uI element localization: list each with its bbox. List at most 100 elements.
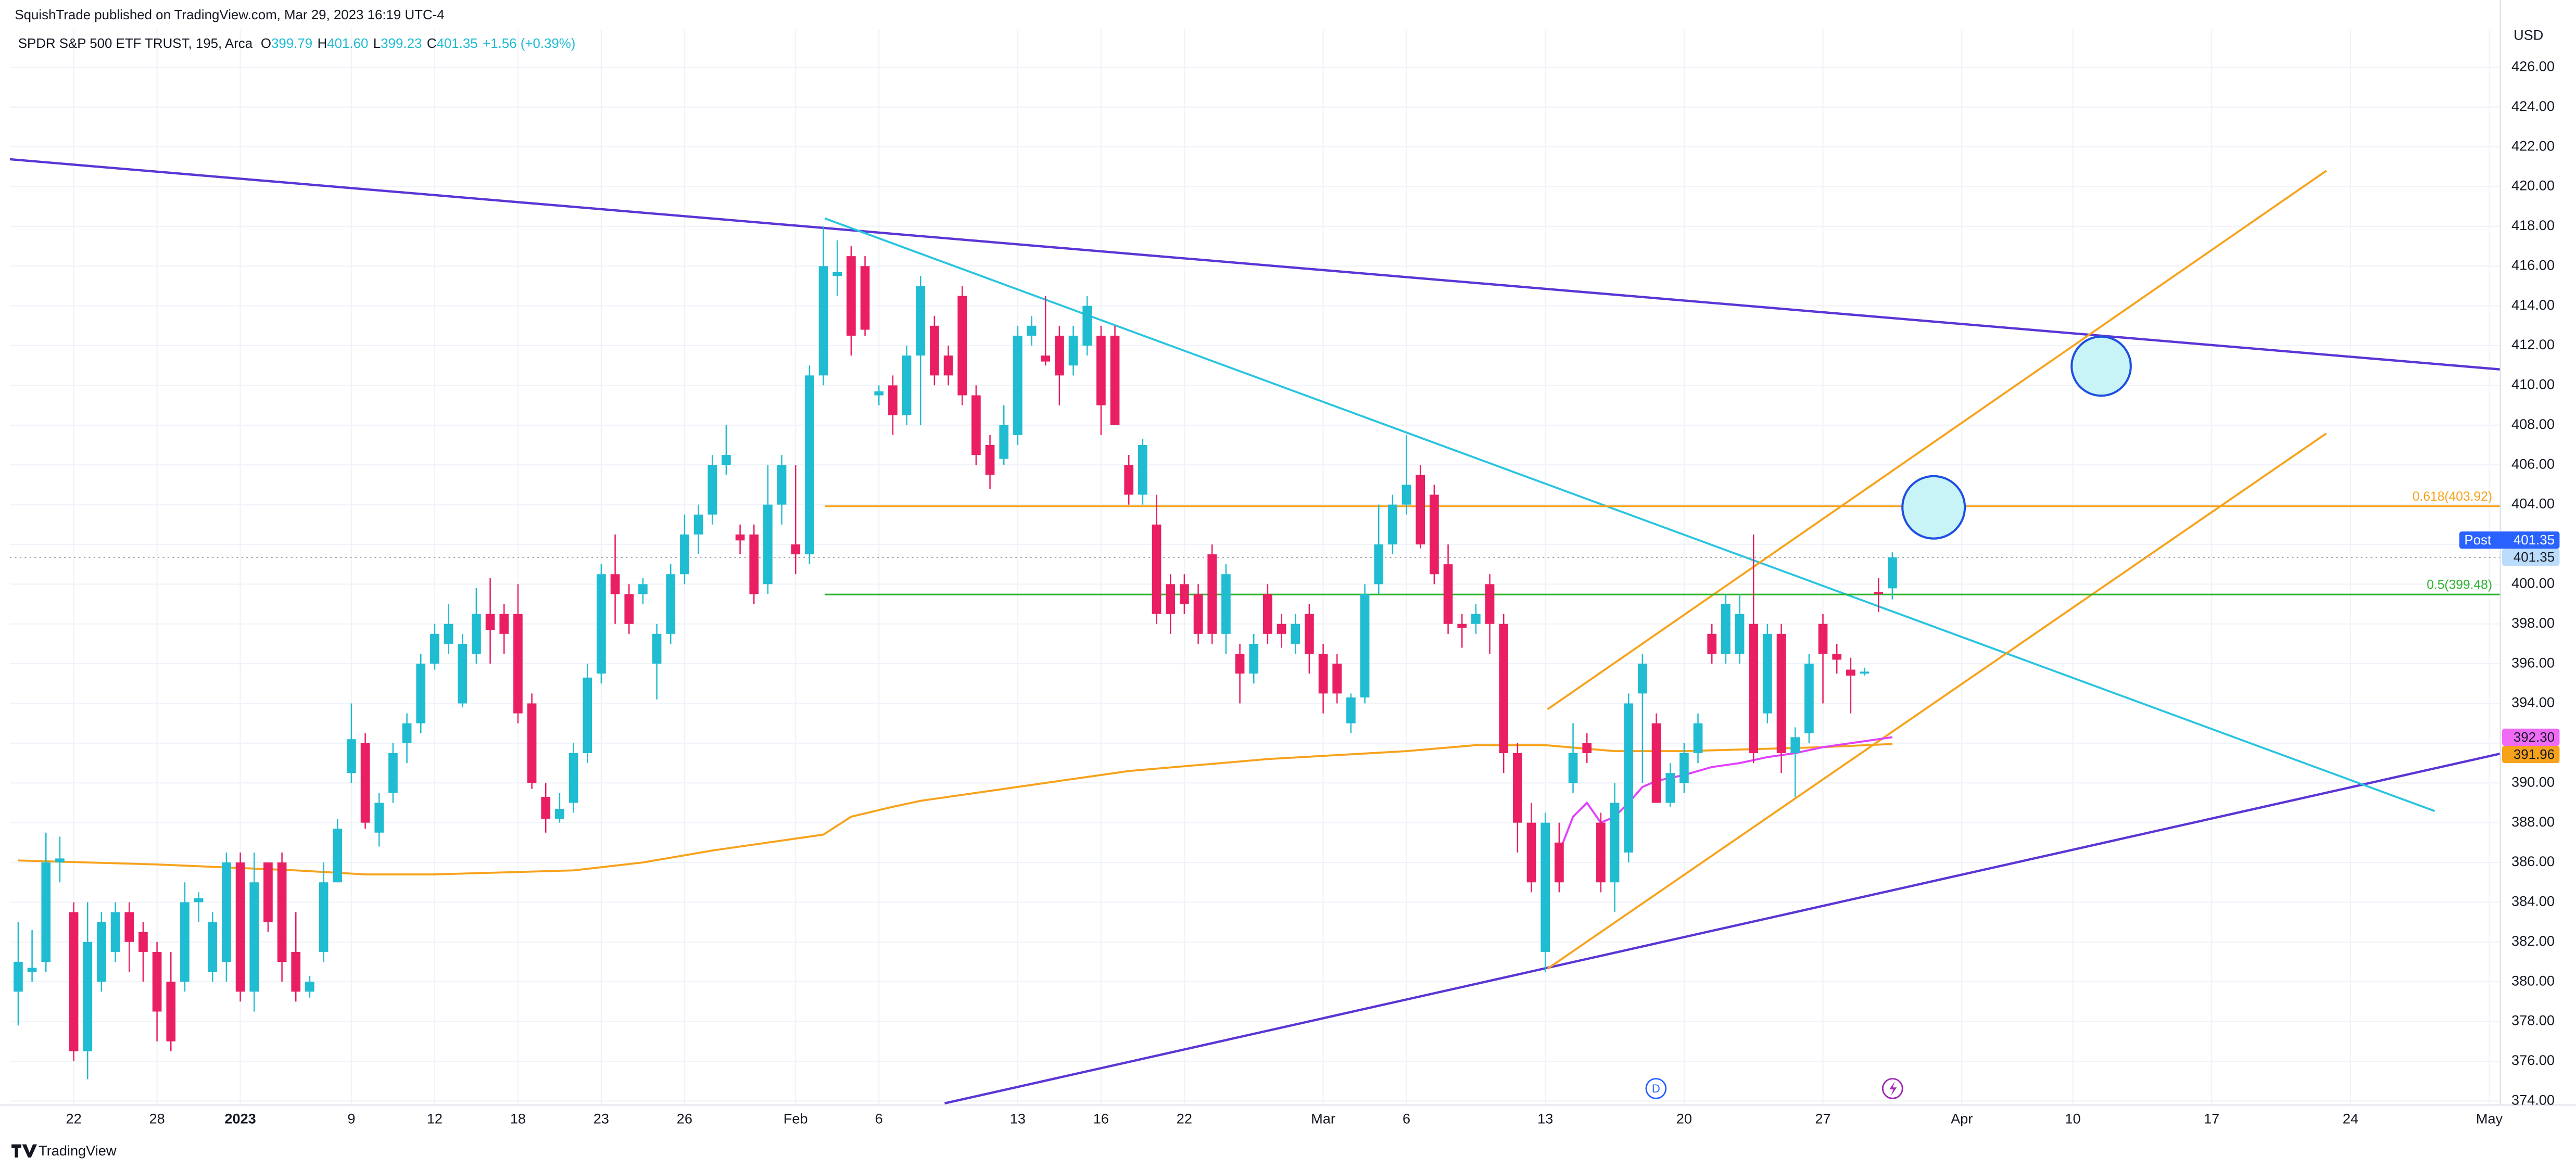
candle-body (777, 465, 787, 505)
candle-body (1860, 671, 1870, 674)
candle-body (69, 912, 79, 1051)
candle-body (1013, 335, 1022, 435)
candle-body (1776, 633, 1786, 753)
legend-change: +1.56 (+0.39%) (483, 36, 575, 51)
candle-body (1249, 643, 1259, 674)
y-tick-label: 418.00 (2511, 217, 2555, 233)
footer: TradingView (39, 1142, 117, 1159)
x-tick-label: 2023 (224, 1111, 256, 1127)
x-tick-label: 27 (1815, 1111, 1830, 1127)
x-tick-label: 26 (677, 1111, 692, 1127)
x-tick-label: 17 (2204, 1111, 2219, 1127)
candle-body (319, 882, 329, 952)
candle-body (208, 922, 218, 972)
logo (11, 1144, 37, 1158)
candle-body (1582, 743, 1592, 753)
candle-body (735, 534, 745, 541)
candle-body (791, 544, 801, 555)
x-tick-label: 9 (347, 1111, 355, 1127)
candle-body (472, 614, 481, 654)
candle-body (722, 455, 731, 465)
candle-body (1443, 564, 1453, 624)
price-tag-value: 401.35 (2514, 533, 2555, 548)
earnings-icon (1889, 1081, 1897, 1096)
x-tick-label: 24 (2343, 1111, 2358, 1127)
price-tag (2502, 728, 2560, 746)
price-tag-label: Post (2464, 533, 2491, 548)
x-tick-label: 12 (427, 1111, 443, 1127)
candle-body (1082, 306, 1092, 346)
price-tag-value: 392.30 (2514, 730, 2555, 745)
candle-body (1374, 544, 1384, 584)
y-tick-label: 386.00 (2511, 853, 2555, 869)
candle-body (1360, 594, 1370, 698)
candle-body (1096, 335, 1106, 405)
candle-body (1651, 723, 1661, 803)
legend-value: 401.60 (327, 36, 368, 51)
candle-body (1401, 485, 1411, 505)
candle-body (1693, 723, 1703, 753)
candle-body (1638, 664, 1647, 694)
candle-body (14, 961, 23, 992)
candle-body (1846, 669, 1855, 676)
y-tick-label: 404.00 (2511, 495, 2555, 512)
y-tick-label: 376.00 (2511, 1052, 2555, 1068)
candle-body (1388, 504, 1397, 544)
x-tick-label: Apr (1951, 1111, 1973, 1127)
candle-body (1818, 624, 1828, 654)
candle-body (1110, 335, 1120, 425)
candle-body (180, 902, 190, 982)
candle-body (1068, 335, 1078, 366)
candle-body (97, 922, 106, 982)
candle-body (610, 574, 620, 594)
candle-body (1263, 594, 1272, 634)
y-tick-label: 378.00 (2511, 1012, 2555, 1028)
candle-body (1346, 697, 1356, 723)
candle-body (1291, 624, 1300, 644)
candle-body (1221, 574, 1231, 634)
candle-body (388, 753, 398, 793)
candle-body (1041, 355, 1051, 362)
candle-body (930, 325, 939, 376)
candle-body (888, 385, 898, 415)
candle-body (860, 266, 870, 330)
legend-key: O (261, 36, 271, 51)
candle-body (152, 951, 162, 1012)
candle-body (1568, 753, 1578, 783)
candle-body (583, 677, 592, 753)
legend-key: H (318, 36, 327, 51)
x-tick-label: May (2476, 1111, 2503, 1127)
channel-line (1547, 433, 2327, 970)
trendline (944, 752, 2501, 1104)
candle-body (971, 395, 981, 455)
x-tick-label: 22 (1177, 1111, 1192, 1127)
candle-body (1526, 822, 1536, 883)
fib-level-label: 0.618(403.92) (2413, 490, 2492, 504)
candle-body (124, 912, 134, 942)
candle-body (360, 743, 370, 823)
dividend-marker[interactable] (1645, 1078, 1667, 1099)
dividend-marker-label: D (1652, 1082, 1660, 1095)
y-tick-label: 422.00 (2511, 137, 2555, 154)
candle-body (652, 633, 662, 664)
candle-body (1790, 737, 1800, 753)
candle-body (1430, 494, 1439, 575)
candle-body (138, 932, 148, 952)
candle-body (541, 796, 551, 819)
y-tick-label: 410.00 (2511, 376, 2555, 392)
candle-body (347, 739, 356, 773)
candle-body (1707, 633, 1717, 654)
candle-body (1027, 325, 1037, 336)
candle-body (999, 425, 1009, 459)
candle-body (291, 951, 301, 992)
x-tick-label: 10 (2065, 1111, 2080, 1127)
candle-body (763, 504, 773, 584)
y-tick-label: 414.00 (2511, 297, 2555, 313)
candle-body (1235, 654, 1245, 674)
y-tick-label: 412.00 (2511, 336, 2555, 352)
candle-body (374, 803, 384, 833)
candle-body (458, 643, 468, 704)
candle-body (430, 633, 439, 664)
candle-body (305, 982, 314, 992)
